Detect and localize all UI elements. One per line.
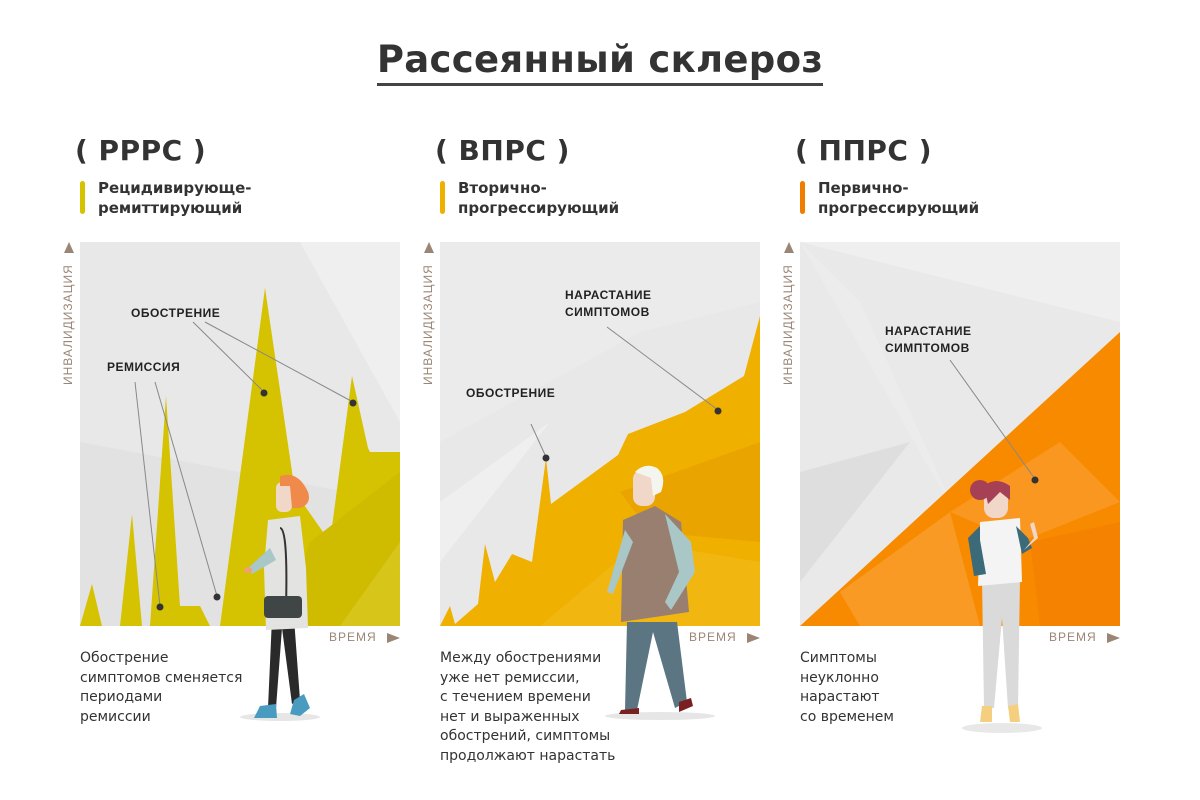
annotation-exacerbation: ОБОСТРЕНИЕ [131, 306, 221, 320]
y-axis-arrow-icon [784, 242, 794, 253]
y-axis-arrow-icon [64, 242, 74, 253]
panel-rrms: ( РРРС ) Рецидивирующе- ремиттирующий ИН… [60, 0, 420, 800]
panel-description: Между обострениями уже нет ремиссии, с т… [440, 650, 616, 764]
annotation-symptom-growth: НАРАСТАНИЕ СИМПТОМОВ [885, 324, 972, 355]
chart-ppms: НАРАСТАНИЕ СИМПТОМОВ [800, 242, 1120, 626]
color-bar [800, 181, 805, 214]
x-axis-arrow-icon [387, 633, 400, 643]
y-axis-label: ИНВАЛИДИЗАЦИЯ [781, 264, 795, 385]
color-bar [80, 181, 85, 214]
y-axis-label: ИНВАЛИДИЗАЦИЯ [421, 264, 435, 385]
panel-ppms: ( ППРС ) Первично- прогрессирующий ИНВАЛ… [780, 0, 1140, 800]
panel-abbr: ( ППРС ) [795, 134, 933, 167]
x-axis-label: ВРЕМЯ [329, 630, 377, 644]
panel-name: Первично- прогрессирующий [818, 179, 980, 217]
x-axis-arrow-icon [747, 633, 760, 643]
panel-spms: ( ВПРС ) Вторично- прогрессирующий ИНВАЛ… [420, 0, 780, 800]
woman-pointing-figure [962, 480, 1042, 733]
panel-description: Симптомы неуклонно нарастают со временем [800, 650, 894, 725]
annotation-exacerbation: ОБОСТРЕНИЕ [466, 386, 556, 400]
annotation-remission: РЕМИССИЯ [107, 360, 181, 374]
panel-name: Рецидивирующе- ремиттирующий [98, 179, 252, 217]
page-title: Рассеянный склероз [0, 38, 1200, 86]
y-axis-arrow-icon [424, 242, 434, 253]
elderly-man-figure [605, 465, 715, 720]
color-bar [440, 181, 445, 214]
x-axis-label: ВРЕМЯ [689, 630, 737, 644]
y-axis-label: ИНВАЛИДИЗАЦИЯ [61, 264, 75, 385]
annotation-symptom-growth: НАРАСТАНИЕ СИМПТОМОВ [565, 288, 652, 319]
x-axis-label: ВРЕМЯ [1049, 630, 1097, 644]
panel-abbr: ( РРРС ) [75, 134, 207, 167]
woman-with-handbag-figure [240, 474, 320, 721]
panel-abbr: ( ВПРС ) [435, 134, 570, 167]
panel-name: Вторично- прогрессирующий [458, 179, 620, 217]
panel-description: Обострение симптомов сменяется периодами… [80, 650, 243, 725]
x-axis-arrow-icon [1107, 633, 1120, 643]
